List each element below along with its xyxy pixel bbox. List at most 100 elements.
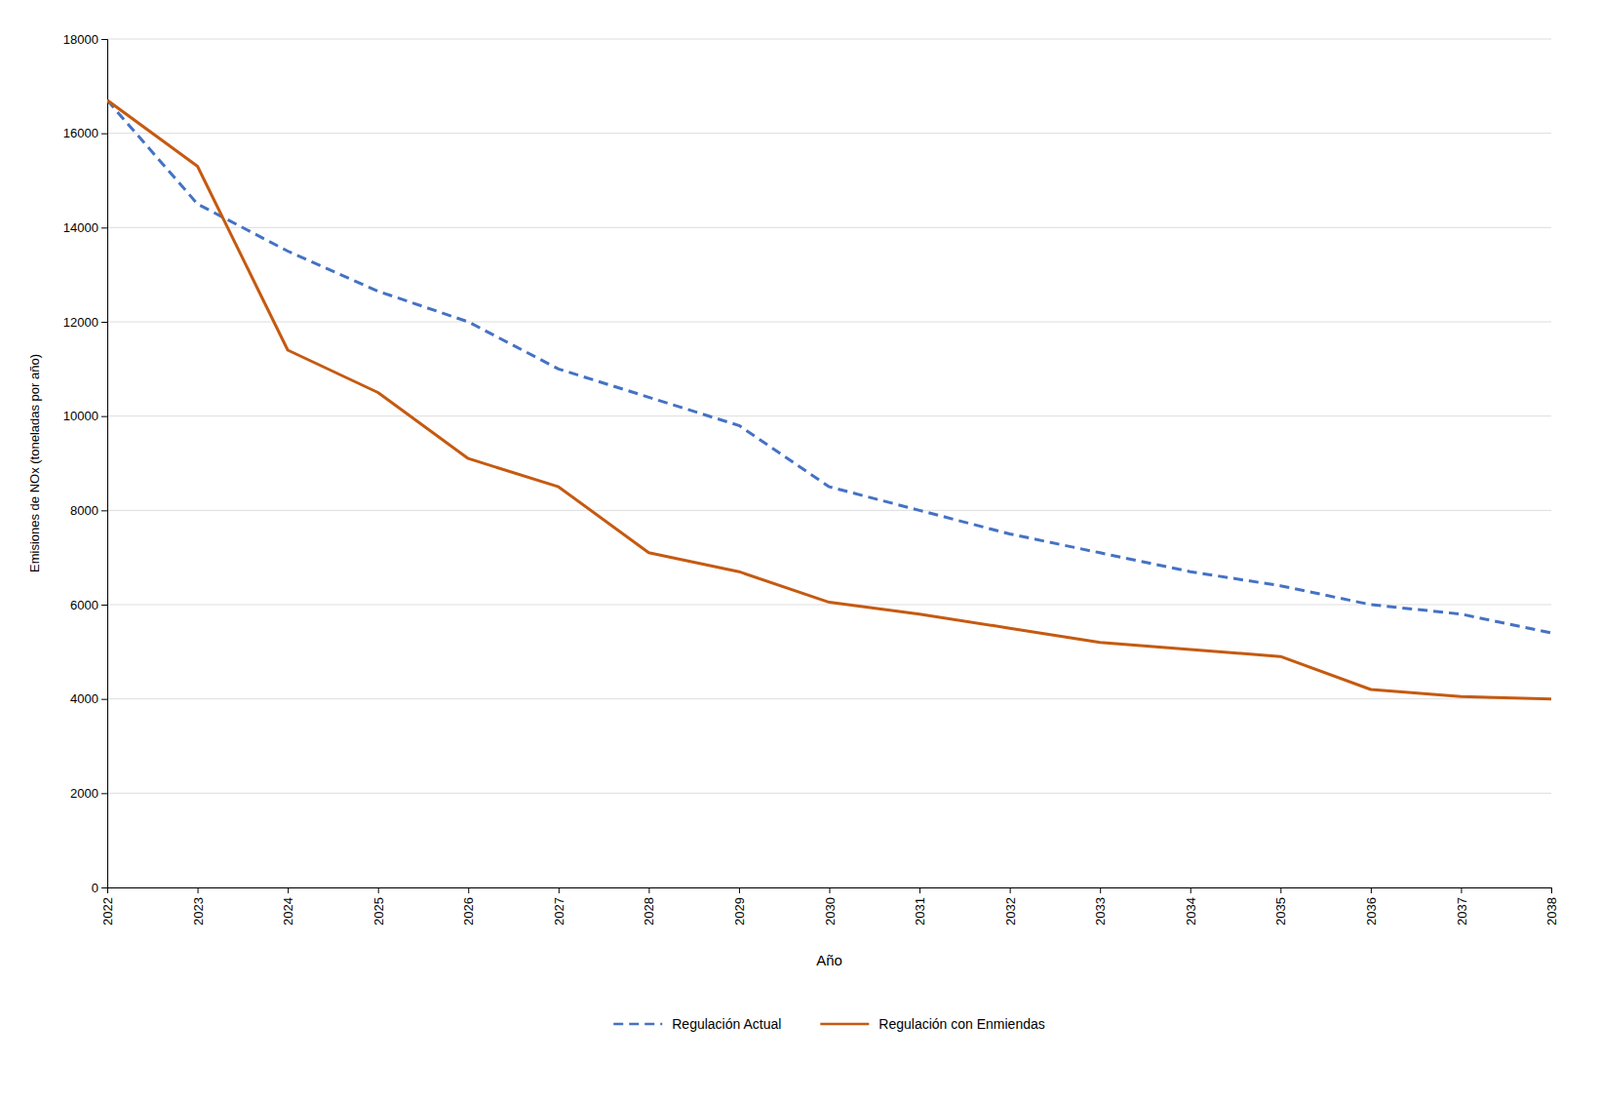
y-tick: 12000 [63,314,108,330]
x-tick-label: 2032 [1003,897,1018,926]
chart: 2022 2023 2024 2025 2026 2027 2028 2029 2030 2031… [0,0,1600,1102]
legend-label: Regulación Actual [671,1015,781,1032]
y-axis-line [101,39,109,889]
x-tick-mark [1551,887,1553,894]
x-tick-label: 2026 [461,897,476,926]
x-tick-label: 2033 [1092,897,1108,926]
x-tick-mark [1280,887,1282,894]
x-tick-mark [1370,887,1372,894]
x-tick-label: 2029 [732,897,747,926]
x-tick: 2027 [551,887,567,926]
x-tick-label: 2025 [371,897,387,926]
x-tick-mark [197,887,199,894]
y-tick-mark [101,321,108,323]
y-tick: 4000 [70,691,108,706]
x-tick: 2023 [191,887,206,926]
x-axis-line [108,888,1553,895]
y-tick: 14000 [63,220,108,235]
x-tick: 2028 [641,887,657,926]
grid-line [107,604,1552,606]
plot: 2022 2023 2024 2025 2026 2027 2028 2029 2030 2031… [27,32,1560,969]
y-tick-label: 8000 [70,503,99,518]
x-axis: 2022 2023 2024 2025 2026 2027 2028 2029 2030 2031… [100,887,1560,926]
x-tick: 2033 [1092,887,1108,926]
legend-swatch [819,1022,869,1026]
y-tick-mark [101,887,108,889]
y-tick: 10000 [63,408,108,424]
legend: Regulación Actual Regulación con Enmienda… [613,1015,1046,1032]
x-tick-label: 2028 [641,897,657,926]
x-tick-mark [287,887,289,894]
x-tick: 2034 [1183,887,1199,926]
y-tick-label: 0 [91,880,99,896]
y-tick-label: 16000 [63,125,99,141]
x-tick: 2029 [732,887,747,926]
x-tick-mark [1190,887,1192,894]
x-tick-mark [648,887,650,894]
y-tick: 2000 [70,785,108,801]
x-tick-label: 2031 [912,897,928,926]
x-tick-label: 2035 [1273,897,1288,926]
legend-label: Regulación con Enmiendas [878,1015,1045,1032]
y-tick-mark [101,133,108,135]
x-tick-mark [1460,887,1462,894]
x-tick-label: 2027 [551,897,567,926]
x-tick-label: 2024 [280,897,296,926]
x-tick: 2025 [371,887,387,926]
x-tick-mark [919,887,921,894]
legend-item: Regulación con Enmiendas [819,1015,1045,1032]
lines [107,100,1552,700]
grid-line [107,227,1552,229]
y-tick: 8000 [70,503,108,518]
grid-line [107,415,1552,417]
y-tick-label: 18000 [63,32,99,47]
y-tick-mark [101,604,108,606]
x-tick-mark [829,887,831,894]
y-tick-label: 14000 [63,220,99,235]
y-tick-label: 6000 [70,597,99,613]
legend-item: Regulación Actual [613,1015,781,1032]
x-tick: 2037 [1453,887,1469,926]
x-tick-label: 2023 [191,897,206,926]
grid [107,39,1552,888]
x-tick: 2030 [822,887,838,926]
grid-line [107,39,1552,40]
grid-line [107,321,1552,323]
x-tick-mark [1010,887,1012,894]
grid-line [107,698,1552,700]
x-tick-mark [1099,887,1101,894]
y-tick-label: 12000 [63,314,99,330]
x-axis-title: Año [816,951,843,969]
y-tick-label: 2000 [70,785,99,801]
y-tick-mark [101,509,108,511]
x-tick: 2022 [100,887,116,926]
y-tick-mark [101,792,108,794]
y-tick: 6000 [70,597,108,613]
x-tick: 2024 [280,887,296,926]
y-axis: 0 2000 4000 6000 8000 10000 12000 14000 16000 180… [63,32,109,896]
y-tick: 0 [91,880,108,896]
y-axis-title: Emisiones de NOx (toneladas por año) [27,353,42,573]
x-tick-label: 2034 [1183,897,1199,926]
x-tick-label: 2036 [1364,897,1379,926]
y-tick-label: 10000 [63,408,99,424]
x-tick-label: 2022 [100,897,116,926]
x-tick: 2035 [1273,887,1288,926]
grid-line [107,509,1552,511]
grid-line [107,792,1552,794]
grid-line [107,132,1552,134]
x-tick-mark [739,887,741,894]
y-tick-label: 4000 [70,691,99,706]
x-tick-label: 2038 [1544,897,1560,926]
y-tick: 18000 [63,32,108,47]
y-tick: 16000 [63,125,108,141]
x-tick-label: 2037 [1453,897,1469,926]
x-tick: 2031 [912,887,928,926]
x-tick: 2038 [1544,887,1560,926]
x-tick: 2026 [461,887,476,926]
legend-swatch [613,1022,663,1026]
series-line [107,100,1552,700]
x-tick: 2036 [1364,887,1379,926]
x-tick-mark [378,887,380,894]
y-tick-mark [101,39,108,40]
